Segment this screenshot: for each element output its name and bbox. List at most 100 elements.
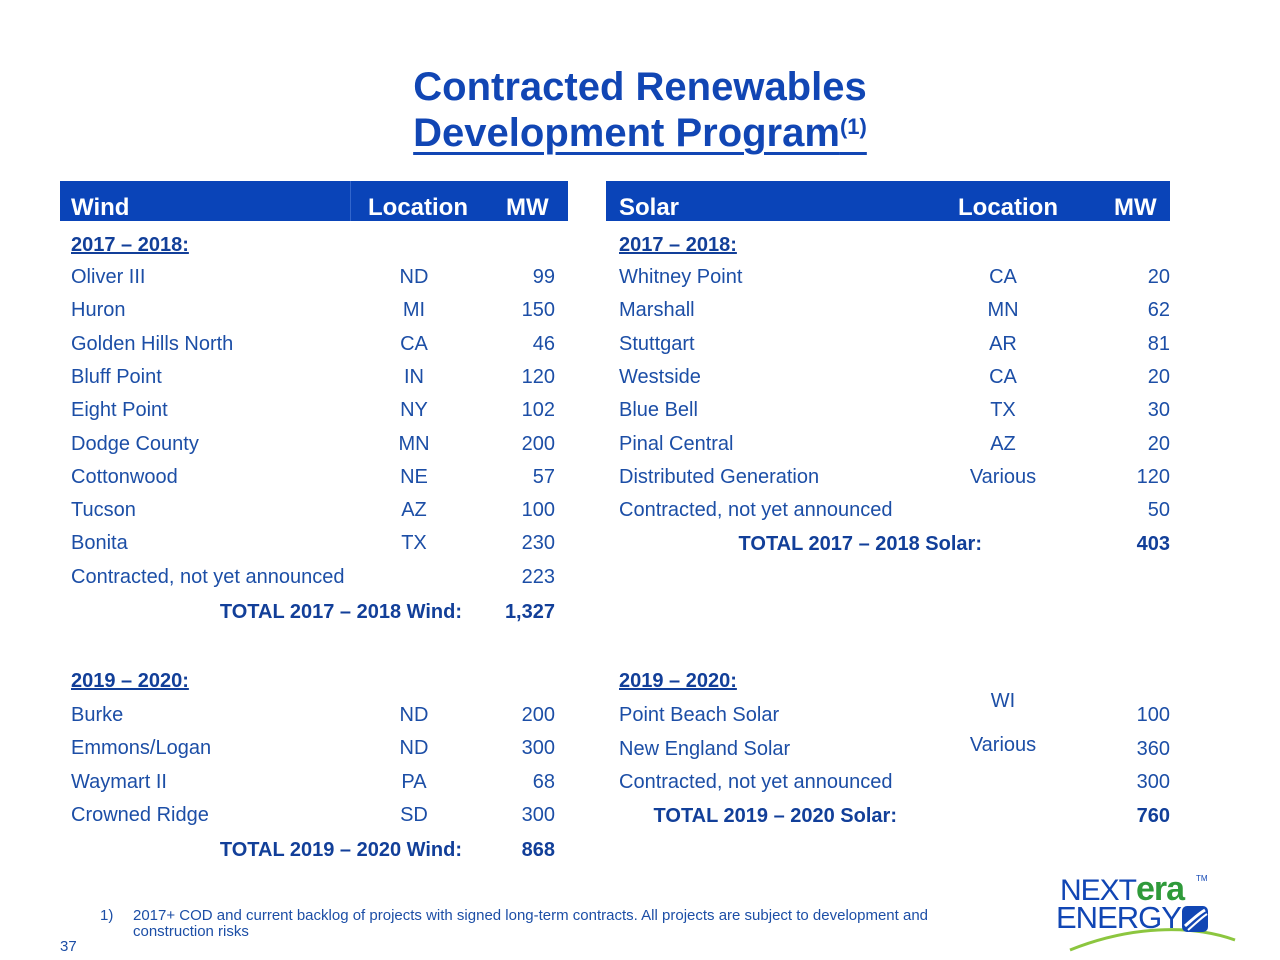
wind-project-name: Eight Point bbox=[71, 399, 168, 422]
header-divider bbox=[350, 181, 351, 221]
wind-project-name: Bonita bbox=[71, 532, 128, 555]
solar-project-mw: 20 bbox=[1147, 266, 1170, 288]
wind-project-location: MN bbox=[398, 432, 430, 455]
wind-project-location: PA bbox=[401, 770, 427, 793]
solar-section-2019-2020: 2019 – 2020: bbox=[619, 670, 737, 692]
wind-project-name: Contracted, not yet announced bbox=[71, 565, 345, 588]
nextera-energy-logo: NEXTera TM ENERGY bbox=[1030, 866, 1240, 952]
wind-project-name: Waymart II bbox=[71, 770, 167, 793]
wind-project-name: Crowned Ridge bbox=[71, 803, 209, 826]
wind-project-mw: 57 bbox=[532, 465, 555, 488]
logo-wordmark-energy: ENERGY bbox=[1056, 900, 1182, 935]
wind-project-name: Dodge County bbox=[71, 432, 199, 455]
wind-total-value: 868 bbox=[521, 839, 555, 861]
wind-project-location: ND bbox=[399, 704, 429, 726]
wind-project-name: Burke bbox=[71, 704, 124, 726]
solar-total-label: TOTAL 2019 – 2020 Solar: bbox=[653, 805, 897, 827]
solar-project-name: Distributed Generation bbox=[619, 465, 820, 488]
wind-header-location: Location bbox=[368, 194, 468, 221]
solar-project-mw: 20 bbox=[1147, 365, 1170, 388]
solar-project-mw: 50 bbox=[1147, 499, 1170, 522]
solar-project-name: Pinal Central bbox=[619, 432, 734, 455]
wind-section-2017-2018: 2017 – 2018: bbox=[71, 234, 189, 256]
solar-project-location: MN bbox=[987, 299, 1019, 322]
solar-project-name: Whitney Point bbox=[619, 266, 743, 288]
solar-project-name: Stuttgart bbox=[619, 332, 695, 355]
solar-project-location: Various bbox=[969, 465, 1037, 488]
wind-project-mw: 120 bbox=[521, 365, 555, 388]
footnote-text: 2017+ COD and current backlog of project… bbox=[133, 907, 929, 940]
wind-header-name: Wind bbox=[71, 194, 130, 221]
solar-project-location: AZ bbox=[990, 432, 1016, 455]
solar-project-location: WI bbox=[990, 690, 1016, 712]
logo-wordmark-era: era bbox=[1136, 870, 1185, 908]
solar-header-name: Solar bbox=[619, 194, 680, 221]
wind-project-location: ND bbox=[399, 737, 429, 760]
solar-project-location: CA bbox=[989, 266, 1017, 288]
page-number: 37 bbox=[60, 938, 77, 955]
wind-total-label: TOTAL 2019 – 2020 Wind: bbox=[219, 839, 462, 861]
solar-project-location: CA bbox=[989, 365, 1017, 388]
solar-project-mw: 30 bbox=[1147, 399, 1170, 422]
solar-project-location: AR bbox=[989, 332, 1017, 355]
solar-project-name: Westside bbox=[619, 365, 701, 388]
wind-project-mw: 99 bbox=[532, 266, 555, 288]
solar-project-location: TX bbox=[990, 399, 1016, 422]
slide-title: Contracted Renewables bbox=[413, 65, 867, 109]
solar-total-value: 760 bbox=[1136, 805, 1170, 827]
wind-project-mw: 150 bbox=[521, 299, 555, 322]
solar-project-mw: 300 bbox=[1136, 771, 1170, 793]
solar-project-location: Various bbox=[969, 734, 1037, 756]
wind-project-mw: 230 bbox=[521, 532, 555, 555]
wind-project-mw: 68 bbox=[532, 770, 555, 793]
wind-project-location: NY bbox=[400, 399, 428, 422]
solar-table-header: Solar Location MW bbox=[606, 181, 1170, 221]
wind-project-mw: 300 bbox=[521, 803, 555, 826]
wind-project-mw: 102 bbox=[521, 399, 555, 422]
wind-project-location: NE bbox=[400, 465, 428, 488]
solar-project-name: Point Beach Solar bbox=[619, 704, 780, 726]
footnote-number: 1) bbox=[100, 907, 114, 924]
wind-project-location: MI bbox=[402, 299, 426, 322]
wind-section-2019-2020: 2019 – 2020: bbox=[71, 670, 189, 692]
solar-project-mw: 360 bbox=[1136, 738, 1170, 760]
wind-project-location: AZ bbox=[401, 499, 427, 522]
logo-trademark: TM bbox=[1196, 874, 1208, 883]
wind-total-value: 1,327 bbox=[504, 601, 555, 623]
wind-header-mw: MW bbox=[506, 194, 549, 221]
solar-project-name: Contracted, not yet announced bbox=[619, 499, 893, 522]
solar-project-name: New England Solar bbox=[619, 738, 791, 760]
solar-project-mw: 100 bbox=[1136, 704, 1170, 726]
subtitle-text: Development Program bbox=[413, 111, 840, 155]
slide-subtitle: Development Program(1) bbox=[0, 110, 1280, 156]
wind-project-location: IN bbox=[404, 365, 424, 388]
solar-project-mw: 81 bbox=[1147, 332, 1170, 355]
footnote-marker: (1) bbox=[839, 114, 867, 139]
wind-project-mw: 200 bbox=[521, 432, 555, 455]
solar-project-mw: 120 bbox=[1136, 465, 1170, 488]
wind-project-name: Golden Hills North bbox=[71, 332, 234, 355]
wind-project-name: Cottonwood bbox=[71, 465, 178, 488]
wind-project-mw: 223 bbox=[521, 565, 555, 588]
solar-header-mw: MW bbox=[1114, 194, 1157, 221]
wind-project-location: ND bbox=[399, 266, 429, 288]
wind-project-mw: 100 bbox=[521, 499, 555, 522]
solar-total-value: 403 bbox=[1136, 533, 1170, 555]
solar-total-label: TOTAL 2017 – 2018 Solar: bbox=[738, 533, 982, 555]
solar-section-2017-2018: 2017 – 2018: bbox=[619, 234, 737, 256]
wind-project-mw: 46 bbox=[532, 332, 555, 355]
wind-project-name: Oliver III bbox=[71, 266, 146, 288]
wind-project-name: Bluff Point bbox=[71, 365, 162, 388]
solar-header-location: Location bbox=[958, 194, 1058, 221]
wind-project-name: Emmons/Logan bbox=[71, 737, 212, 760]
solar-project-mw: 62 bbox=[1147, 299, 1170, 322]
logo-wordmark-next: NEXTera bbox=[1060, 870, 1185, 908]
solar-project-name: Marshall bbox=[619, 299, 695, 322]
wind-total-label: TOTAL 2017 – 2018 Wind: bbox=[219, 601, 462, 623]
wind-table-header: Wind Location MW bbox=[60, 181, 568, 221]
solar-project-name: Contracted, not yet announced bbox=[619, 771, 893, 793]
logo-swoosh-icon bbox=[1069, 906, 1236, 952]
wind-project-mw: 200 bbox=[521, 704, 555, 726]
wind-project-location: SD bbox=[400, 803, 428, 826]
wind-project-name: Tucson bbox=[71, 499, 136, 522]
